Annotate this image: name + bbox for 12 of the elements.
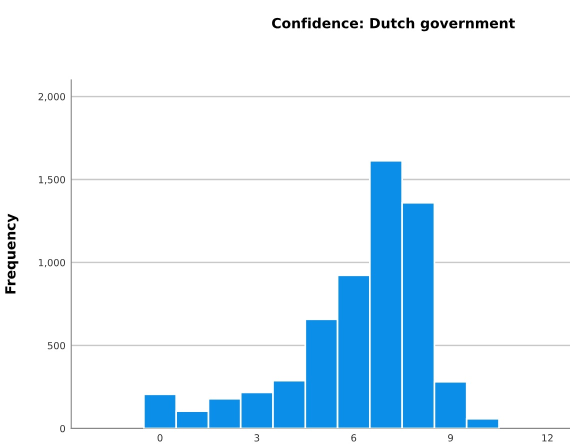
y-tick-label: 500 xyxy=(48,342,66,350)
y-tick-label: 2,000 xyxy=(38,92,66,102)
y-axis-title: Frequency xyxy=(5,214,18,294)
x-tick-label: 3 xyxy=(254,434,260,442)
y-tick-label: 1,000 xyxy=(38,258,66,268)
x-tick-label: 12 xyxy=(542,434,553,442)
x-tick-label: 6 xyxy=(351,434,356,442)
y-tick-label: 0 xyxy=(60,424,66,432)
y-tick-label: 1,500 xyxy=(38,176,66,184)
x-tick-label: 0 xyxy=(158,434,162,442)
x-tick-label: 9 xyxy=(448,434,453,442)
chart-title: Confidence: Dutch government xyxy=(272,18,515,32)
